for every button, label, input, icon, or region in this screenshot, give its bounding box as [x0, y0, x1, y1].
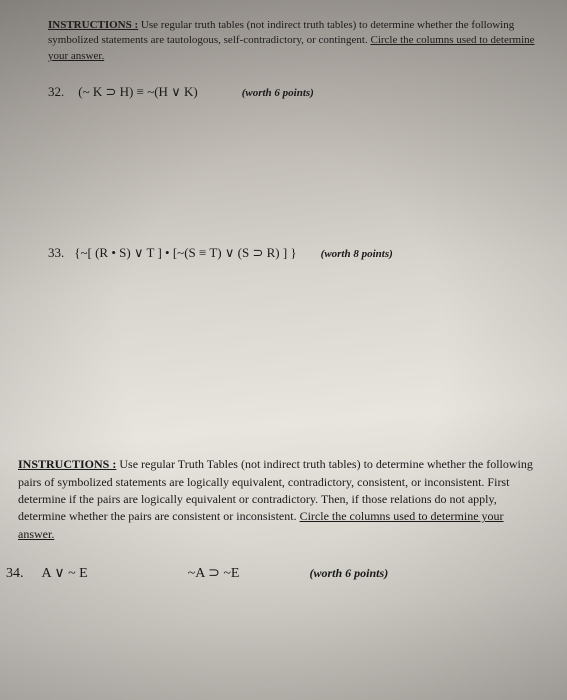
problem-34-points: (worth 6 points) [310, 566, 389, 581]
problem-34: 34. A ∨ ~ E ~A ⊃ ~E (worth 6 points) [6, 565, 537, 582]
instructions-bottom-label: INSTRUCTIONS : [18, 457, 116, 471]
problem-32-number: 32. [48, 84, 64, 100]
instructions-top: INSTRUCTIONS : Use regular truth tables … [48, 18, 537, 64]
problem-33: 33. {~[ (R • S) ∨ T ] • [~(S ≡ T) ∨ (S ⊃… [48, 245, 537, 261]
problem-33-formula: {~[ (R • S) ∨ T ] • [~(S ≡ T) ∨ (S ⊃ R) … [74, 245, 296, 261]
problem-32-points: (worth 6 points) [242, 87, 314, 99]
problem-34-number: 34. [6, 566, 24, 582]
problem-33-number: 33. [48, 245, 64, 261]
problem-33-points: (worth 8 points) [321, 248, 393, 260]
instructions-bottom: INSTRUCTIONS : Use regular Truth Tables … [18, 456, 537, 543]
problem-34-formula2: ~A ⊃ ~E [188, 565, 240, 582]
instructions-label: INSTRUCTIONS : [48, 19, 138, 31]
problem-32: 32. (~ K ⊃ H) ≡ ~(H ∨ K) (worth 6 points… [48, 84, 537, 100]
problem-34-formula1: A ∨ ~ E [42, 565, 88, 582]
problem-32-formula: (~ K ⊃ H) ≡ ~(H ∨ K) [78, 84, 197, 100]
